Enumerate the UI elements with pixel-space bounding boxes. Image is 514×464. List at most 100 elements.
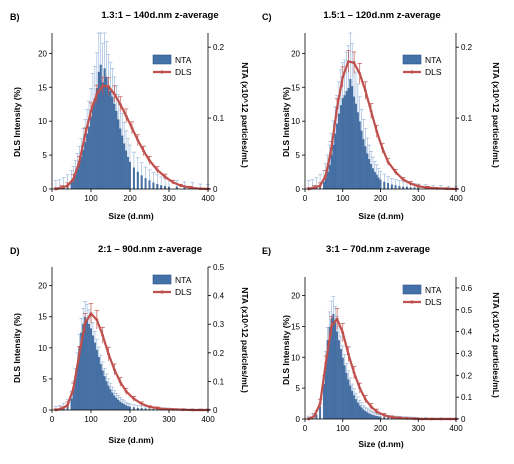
dls-point — [341, 331, 344, 334]
nta-bar — [133, 168, 135, 189]
dls-point — [364, 398, 367, 401]
nta-bar — [119, 402, 121, 410]
x-axis-label: Size (d.nm) — [358, 439, 404, 449]
dls-point — [324, 362, 327, 365]
dls-point — [107, 85, 110, 88]
nta-bar — [336, 332, 338, 419]
y-tick-label: 20 — [38, 49, 47, 58]
nta-bar — [106, 381, 108, 410]
nta-bar — [121, 136, 123, 189]
nta-bar — [333, 314, 335, 419]
y2-tick-label: 0 — [213, 406, 218, 415]
y-tick-label: 20 — [291, 292, 300, 301]
nta-bar — [323, 182, 325, 189]
nta-bar — [100, 65, 102, 189]
nta-bar — [357, 403, 359, 419]
legend: NTA DLS — [403, 55, 442, 77]
y2-tick-label: 0.5 — [461, 306, 473, 315]
dls-point — [156, 407, 159, 410]
dls-point — [402, 178, 405, 181]
x-tick-label: 200 — [374, 194, 388, 203]
x-tick-label: 0 — [50, 194, 55, 203]
legend-label-nta: NTA — [425, 55, 442, 65]
nta-bar — [350, 386, 352, 419]
dls-point — [387, 160, 390, 163]
y2-tick-label: 0.1 — [213, 114, 225, 123]
nta-bar — [164, 186, 166, 189]
dls-point — [324, 174, 327, 177]
y-tick-label: 10 — [38, 344, 47, 353]
nta-bar — [104, 376, 106, 410]
dls-point — [72, 387, 75, 390]
nta-bar — [363, 139, 365, 189]
nta-bar — [334, 323, 336, 419]
nta-bar — [86, 134, 88, 189]
y2-axis-label: NTA (x10^12 particles/mL) — [240, 287, 250, 393]
nta-bar — [348, 380, 350, 419]
x-tick-label: 100 — [336, 194, 350, 203]
y-tick-label: 0 — [43, 406, 48, 415]
nta-bar — [153, 183, 155, 189]
nta-bar — [372, 415, 374, 419]
nta-bar — [348, 88, 350, 189]
legend: NTA DLS — [403, 285, 442, 307]
nta-bar — [98, 357, 100, 410]
nta-bar — [351, 86, 353, 189]
nta-bar — [102, 371, 104, 410]
nta-bar — [353, 97, 355, 189]
dls-point — [353, 61, 356, 64]
dls-point — [107, 353, 110, 356]
y-tick-label: 10 — [291, 117, 300, 126]
nta-bar — [395, 185, 397, 189]
dls-point — [417, 185, 420, 188]
nta-bar — [129, 162, 131, 189]
x-tick-label: 300 — [162, 194, 176, 203]
chart-title: 1.5:1 – 120d.nm z-average — [323, 10, 440, 21]
nta-bar — [336, 124, 338, 189]
dls-point — [84, 322, 87, 325]
nta-bar — [353, 395, 355, 419]
y2-tick-label: 0.2 — [461, 43, 473, 52]
y2-axis-label: NTA (x10^12 particles/mL) — [491, 62, 501, 168]
dls-point — [409, 182, 412, 185]
legend-label-nta: NTA — [425, 285, 442, 295]
nta-bar — [378, 178, 380, 189]
y2-tick-label: 0.1 — [461, 114, 473, 123]
legend-label-dls: DLS — [175, 67, 192, 77]
dls-point — [142, 150, 145, 153]
x-tick-label: 0 — [50, 415, 55, 424]
x-axis-label: Size (d.nm) — [358, 211, 404, 221]
dls-point — [375, 410, 378, 413]
panel-label: D) — [10, 246, 20, 256]
x-tick-label: 0 — [303, 194, 308, 203]
dls-point — [383, 414, 386, 417]
panel-label: C) — [262, 12, 272, 22]
dls-point — [66, 184, 69, 187]
nta-bar — [96, 350, 98, 410]
x-tick-label: 400 — [449, 194, 463, 203]
nta-bar — [149, 180, 151, 189]
legend-label-dls: DLS — [425, 67, 442, 77]
dls-point — [156, 169, 159, 172]
nta-bar — [346, 373, 348, 419]
dls-point — [72, 177, 75, 180]
nta-bar — [359, 122, 361, 189]
y2-tick-label: 0.1 — [213, 377, 225, 386]
nta-bar — [350, 79, 352, 189]
nta-bar — [119, 129, 121, 189]
dls-point — [164, 175, 167, 178]
y-axis-label: DLS Intensity (%) — [281, 87, 291, 157]
nta-bar — [114, 104, 116, 189]
nta-bar — [334, 134, 336, 189]
y2-tick-label: 0.5 — [213, 263, 225, 272]
y2-tick-label: 0.2 — [461, 371, 473, 380]
dls-point — [131, 127, 134, 130]
nta-bar — [374, 416, 376, 419]
chart-title: 1.3:1 – 140d.nm z-average — [101, 10, 218, 21]
dls-point — [95, 318, 98, 321]
